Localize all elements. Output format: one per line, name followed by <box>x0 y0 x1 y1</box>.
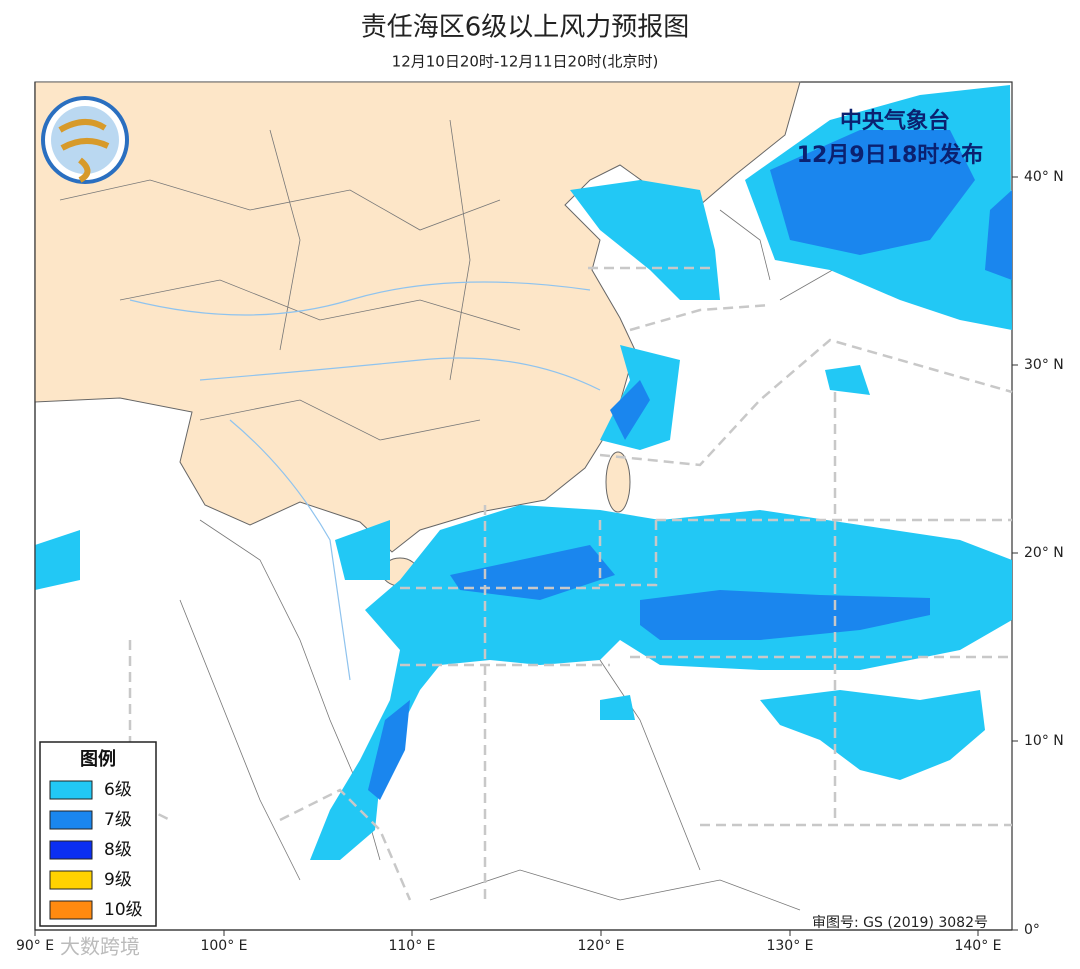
legend-label: 6级 <box>104 780 132 800</box>
lon-label: 110° E <box>388 938 435 954</box>
wind-area <box>640 590 930 640</box>
legend-label: 10级 <box>104 900 143 920</box>
legend-swatch <box>49 810 93 830</box>
lon-label: 140° E <box>954 938 1001 954</box>
lat-label: 20° N <box>1024 545 1064 561</box>
wind-area <box>450 545 615 600</box>
wind-area <box>335 520 390 580</box>
lon-label: 90° E <box>16 938 54 954</box>
lat-label: 30° N <box>1024 357 1064 373</box>
issuer-name: 中央气象台 <box>840 108 950 134</box>
wind-area <box>600 695 635 720</box>
lon-label: 120° E <box>577 938 624 954</box>
wind-area <box>825 365 870 395</box>
watermark: 大数跨境 <box>60 935 140 959</box>
wind-area <box>35 530 80 590</box>
logo <box>41 96 129 184</box>
subtitle: 12月10日20时-12月11日20时(北京时) <box>392 53 659 71</box>
legend-label: 9级 <box>104 870 132 890</box>
issue-time: 12月9日18时发布 <box>797 142 984 168</box>
lat-label: 40° N <box>1024 169 1064 185</box>
legend-label: 8级 <box>104 840 132 860</box>
wind-area <box>610 380 650 440</box>
wind-area <box>570 180 720 300</box>
wind-area <box>985 190 1012 280</box>
wind-area <box>770 130 975 255</box>
legend-swatch <box>49 870 93 890</box>
lat-label: 0° <box>1024 922 1040 938</box>
legend-label: 7级 <box>104 810 132 830</box>
lon-label: 130° E <box>766 938 813 954</box>
legend: 图例 6级 7级 8级 9级 10级 <box>39 741 157 927</box>
legend-swatch <box>49 900 93 920</box>
title: 责任海区6级以上风力预报图 <box>361 13 690 43</box>
legend-swatch <box>49 780 93 800</box>
map <box>34 81 1013 931</box>
lon-label: 100° E <box>200 938 247 954</box>
wind-area <box>368 700 410 800</box>
wind-area <box>760 690 985 780</box>
taiwan <box>605 451 631 513</box>
legend-title: 图例 <box>80 748 116 770</box>
map-number: 审图号: GS (2019) 3082号 <box>812 915 988 931</box>
legend-swatch <box>49 840 93 860</box>
lat-label: 10° N <box>1024 733 1064 749</box>
